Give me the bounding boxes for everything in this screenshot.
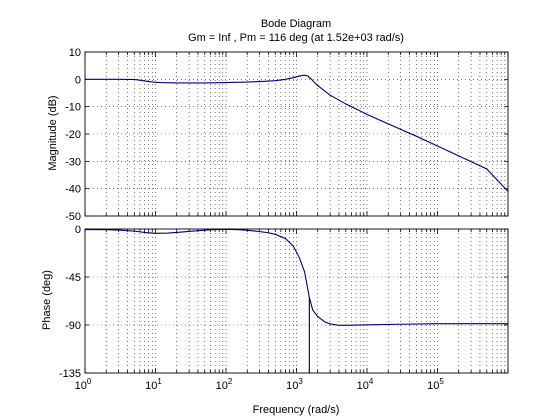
phase-axis-label: Phase (deg): [41, 270, 53, 330]
phase-axes-border: [84, 228, 509, 374]
magnitude-axes-border: [84, 51, 509, 217]
chart-title: Bode Diagram: [261, 18, 331, 30]
chart-subtitle: Gm = Inf , Pm = 116 deg (at 1.52e+03 rad…: [188, 32, 404, 44]
y-tick-label: -10: [65, 102, 81, 114]
y-tick-label: -50: [65, 211, 81, 223]
phase-plot: 0 -45 -90 -135: [59, 224, 509, 380]
y-tick-label: -45: [65, 272, 81, 284]
magnitude-series-line: [85, 74, 509, 192]
x-tick-label: 105: [427, 377, 444, 392]
y-tick-label: -40: [65, 184, 81, 196]
y-tick-label: -20: [65, 129, 81, 141]
phase-series-line: [84, 228, 508, 326]
x-axis-label: Frequency (rad/s): [253, 404, 340, 416]
magnitude-plot: 10 0 -10 -20 -30 -40 -50: [65, 47, 509, 223]
x-tick-label: 104: [357, 377, 374, 392]
y-tick-label: -90: [65, 320, 81, 332]
x-tick-label: 100: [75, 377, 92, 392]
y-tick-label: -135: [59, 368, 81, 380]
y-tick-label: -30: [65, 156, 81, 168]
magnitude-axis-label: Magnitude (dB): [47, 95, 59, 170]
y-tick-label: 0: [75, 74, 81, 86]
x-tick-label: 103: [286, 377, 303, 392]
y-tick-label: 10: [69, 47, 81, 59]
x-tick-label: 101: [145, 377, 162, 392]
x-tick-label: 102: [216, 377, 233, 392]
y-tick-label: 0: [75, 224, 81, 236]
